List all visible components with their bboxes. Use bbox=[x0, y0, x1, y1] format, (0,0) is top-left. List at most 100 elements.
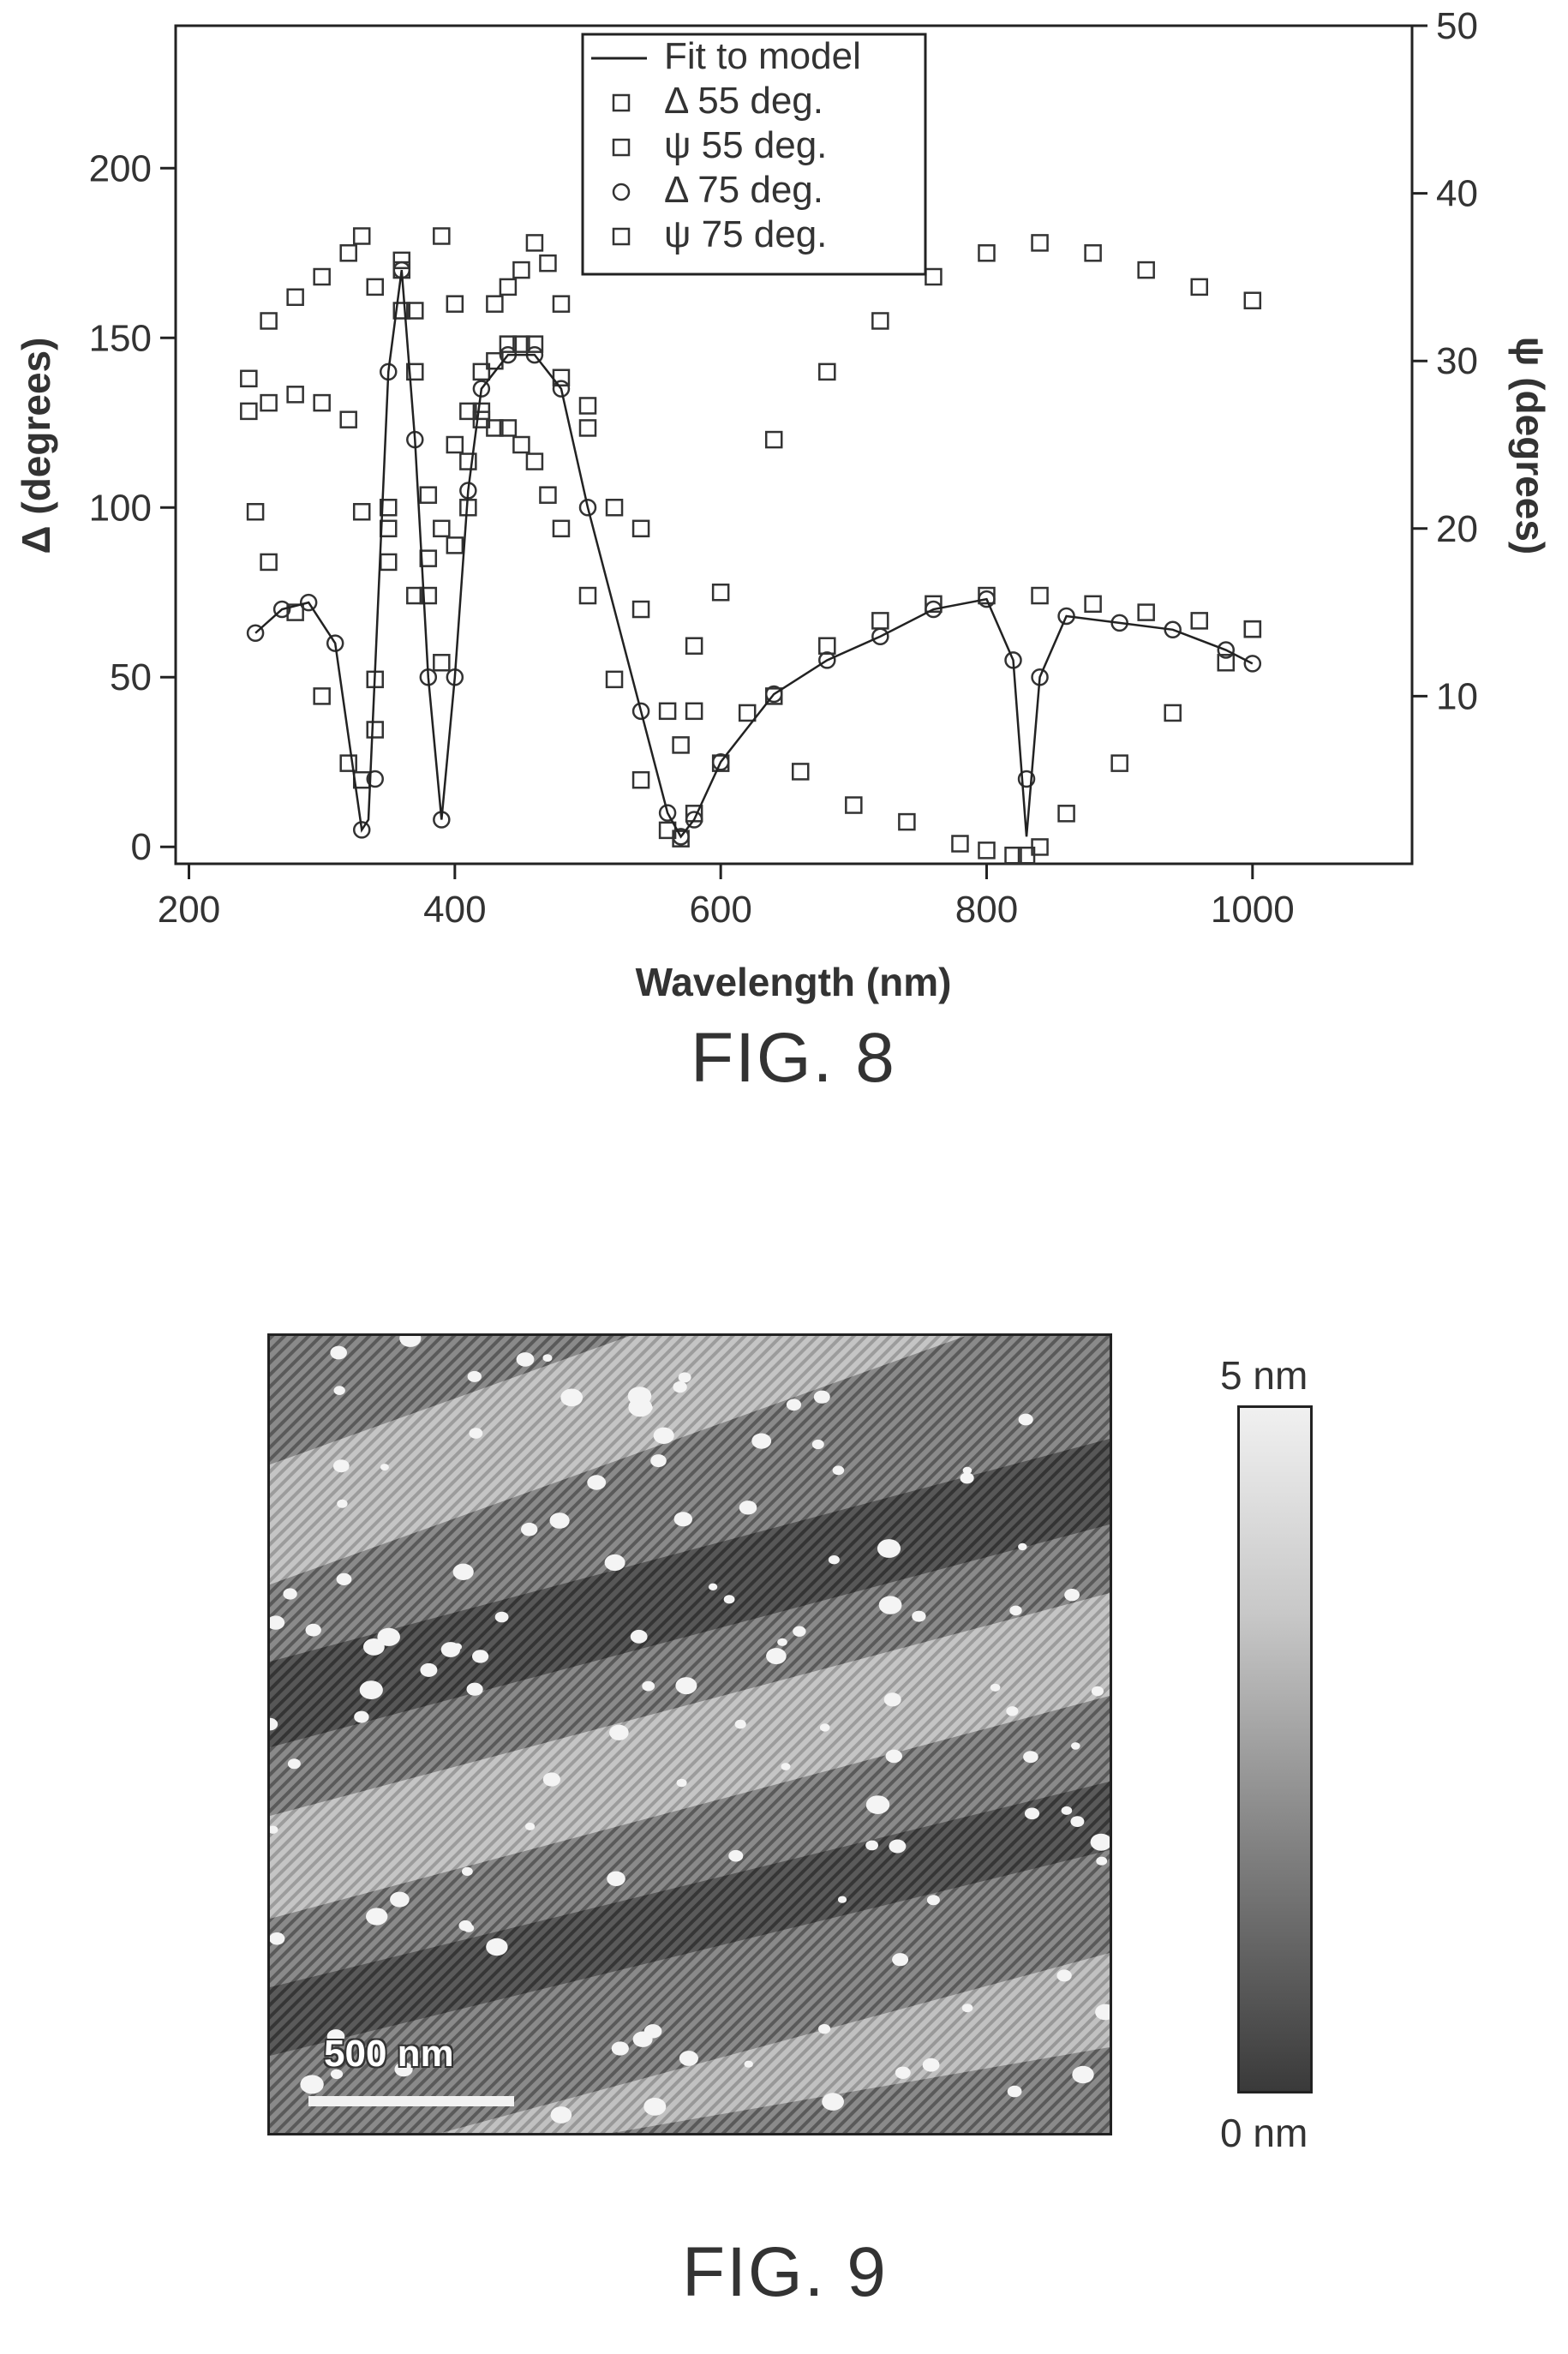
afm-particle bbox=[1023, 1751, 1038, 1764]
data-point-square bbox=[313, 687, 331, 705]
data-point-square bbox=[818, 637, 836, 655]
data-point-square bbox=[525, 234, 544, 252]
afm-particle bbox=[777, 1638, 787, 1646]
afm-particle bbox=[673, 1381, 687, 1393]
data-point-square bbox=[672, 736, 690, 754]
data-point-circle bbox=[1217, 641, 1236, 659]
afm-particle bbox=[1072, 2065, 1094, 2084]
fig9-caption: FIG. 9 bbox=[682, 2233, 888, 2311]
afm-particle bbox=[642, 1680, 655, 1692]
legend-circle-icon bbox=[612, 183, 631, 201]
legend-square-icon bbox=[612, 93, 631, 112]
data-point-square bbox=[246, 502, 265, 521]
afm-particle bbox=[604, 1554, 625, 1572]
afm-particle bbox=[630, 1629, 648, 1644]
afm-particle bbox=[728, 1849, 744, 1862]
afm-particle bbox=[679, 2051, 698, 2066]
afm-particle bbox=[359, 1680, 383, 1699]
afm-particle bbox=[452, 1643, 463, 1650]
data-point-circle bbox=[711, 752, 730, 771]
data-point-square bbox=[578, 397, 597, 415]
afm-particle bbox=[494, 1611, 509, 1623]
data-point-circle bbox=[631, 702, 650, 721]
x-tick-label: 1000 bbox=[1211, 889, 1295, 931]
afm-particle bbox=[452, 1563, 474, 1580]
scale-bar-label: 500 nm bbox=[324, 2033, 454, 2075]
afm-particle bbox=[287, 1758, 301, 1770]
afm-particle bbox=[889, 1839, 907, 1854]
data-point-square bbox=[446, 536, 464, 554]
data-point-square bbox=[925, 595, 943, 614]
data-point-square bbox=[240, 402, 258, 421]
afm-particle bbox=[330, 2069, 344, 2080]
data-point-square bbox=[433, 519, 451, 538]
data-point-square bbox=[539, 486, 557, 504]
fig8-chart: 0 50 100 150 200 10 20 30 40 50 200 400 600 800 1000… bbox=[14, 5, 1553, 1004]
data-point-square bbox=[1110, 754, 1128, 772]
afm-particle bbox=[766, 1648, 787, 1665]
afm-particle bbox=[366, 1908, 388, 1926]
colorbar-min-label: 0 nm bbox=[1220, 2111, 1308, 2155]
data-point-square bbox=[658, 702, 677, 721]
afm-particle bbox=[525, 1822, 536, 1830]
afm-particle bbox=[1009, 1605, 1022, 1616]
data-point-square bbox=[512, 261, 530, 279]
afm-particle bbox=[1007, 2085, 1022, 2098]
data-point-square bbox=[898, 812, 916, 831]
afm-particle bbox=[462, 1866, 473, 1876]
data-point-square bbox=[433, 227, 451, 245]
data-point-square bbox=[925, 267, 943, 286]
data-point-square bbox=[260, 312, 278, 330]
data-point-square bbox=[472, 362, 491, 381]
data-point-circle bbox=[1017, 770, 1036, 788]
data-point-square bbox=[406, 362, 424, 381]
afm-particle bbox=[542, 1772, 560, 1787]
afm-particle bbox=[1024, 1807, 1040, 1820]
afm-particle bbox=[354, 1710, 369, 1723]
data-point-square bbox=[1243, 620, 1262, 638]
afm-particle bbox=[883, 1692, 901, 1707]
data-point-square bbox=[818, 362, 836, 381]
data-point-square bbox=[1190, 612, 1208, 630]
data-point-square bbox=[978, 244, 996, 262]
afm-particle bbox=[676, 1778, 687, 1788]
afm-particle bbox=[865, 1840, 878, 1851]
afm-particle bbox=[394, 2062, 413, 2077]
afm-particle bbox=[678, 1372, 691, 1383]
afm-particle bbox=[1064, 1589, 1080, 1602]
afm-particle bbox=[486, 1938, 508, 1956]
data-point-square bbox=[578, 586, 597, 605]
afm-particle bbox=[960, 1472, 974, 1484]
afm-particle bbox=[922, 2058, 940, 2072]
data-point-circle bbox=[764, 685, 783, 704]
data-point-square bbox=[260, 393, 278, 412]
afm-particle bbox=[734, 1719, 746, 1729]
afm-particle bbox=[549, 1512, 570, 1529]
afm-particle bbox=[892, 1953, 909, 1967]
afm-particle bbox=[926, 1895, 940, 1906]
afm-particle bbox=[786, 1399, 802, 1411]
legend-label: Δ 55 deg. bbox=[664, 80, 823, 122]
afm-particle bbox=[399, 1336, 422, 1347]
data-point-square bbox=[1137, 261, 1155, 279]
legend-square-icon bbox=[612, 227, 631, 246]
x-tick-label: 400 bbox=[423, 889, 486, 931]
colorbar-max-label: 5 nm bbox=[1220, 1353, 1308, 1398]
afm-particle bbox=[627, 1387, 652, 1406]
afm-particle bbox=[811, 1439, 824, 1450]
y-tick-label-left: 100 bbox=[89, 487, 152, 529]
afm-particle bbox=[751, 1433, 772, 1449]
data-point-square bbox=[499, 419, 518, 437]
data-point-square bbox=[446, 295, 464, 313]
data-point-square bbox=[286, 386, 304, 404]
data-point-square bbox=[352, 227, 371, 245]
afm-particle bbox=[377, 1627, 400, 1646]
afm-particle bbox=[467, 1370, 482, 1382]
afm-particle bbox=[912, 1610, 926, 1622]
fig8-caption: FIG. 8 bbox=[691, 1019, 896, 1097]
afm-particle bbox=[283, 1588, 297, 1600]
afm-particles bbox=[270, 1336, 1110, 2123]
legend-box bbox=[581, 33, 927, 276]
legend-label: Fit to model bbox=[664, 35, 861, 77]
afm-particle bbox=[1071, 1742, 1080, 1750]
